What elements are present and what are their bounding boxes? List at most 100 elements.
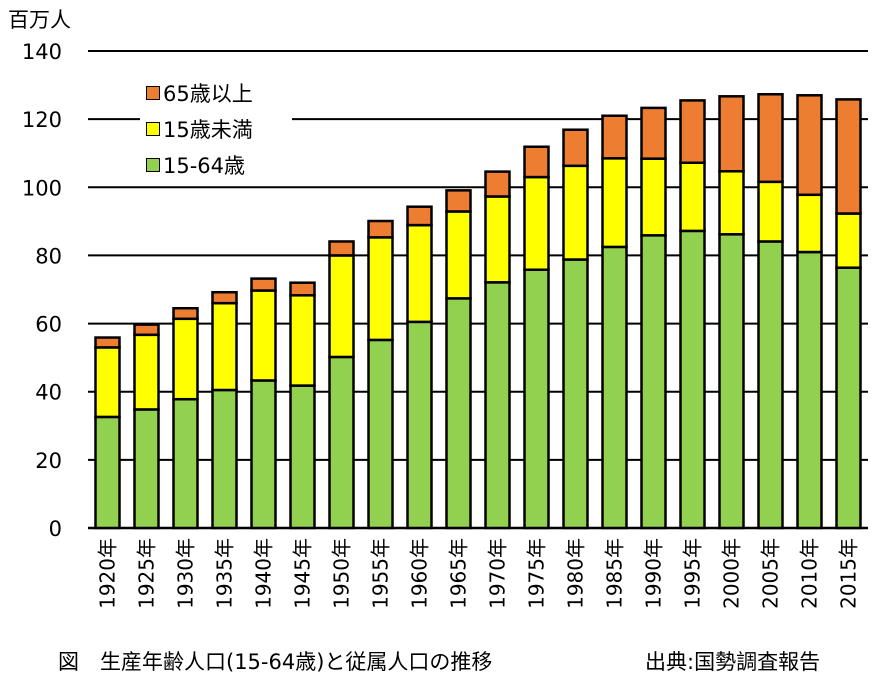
bar-segment — [718, 233, 745, 530]
bar-segment — [523, 268, 550, 530]
bar-segment — [367, 338, 394, 530]
bar-segment — [757, 93, 784, 184]
bar-segment — [289, 384, 316, 530]
y-tick-label: 140 — [22, 40, 62, 64]
bar-segment — [835, 98, 862, 215]
bar-segment — [211, 388, 238, 530]
x-tick-label: 2005年 — [759, 538, 783, 609]
bar-segment — [640, 157, 667, 237]
bar-segment — [367, 219, 394, 239]
bar-segment — [211, 301, 238, 392]
bar-segment — [640, 234, 667, 530]
x-tick-label: 1975年 — [525, 538, 549, 609]
x-tick-label: 1925年 — [135, 538, 159, 609]
bar-segment — [328, 355, 355, 530]
bar-segment — [211, 290, 238, 305]
source-note: 出典:国勢調査報告 — [645, 650, 821, 674]
bar-segment — [250, 277, 277, 292]
bar-segment — [562, 128, 589, 168]
x-tick-label: 1995年 — [681, 538, 705, 609]
legend: 65歳以上 15歳未満 15-64歳 — [140, 78, 292, 182]
bar-segment — [601, 245, 628, 530]
x-tick-label: 1930年 — [174, 538, 198, 609]
bar-segment — [94, 415, 121, 530]
x-tick-label: 1935年 — [213, 538, 237, 609]
legend-label: 65歳以上 — [163, 82, 253, 106]
x-tick-label: 1940年 — [252, 538, 276, 609]
x-tick-label: 1970年 — [486, 538, 510, 609]
bar-segment — [835, 212, 862, 269]
bar-segment — [484, 170, 511, 198]
y-tick-label: 60 — [35, 313, 62, 337]
bar-segment — [718, 95, 745, 173]
x-tick-label: 1955年 — [369, 538, 393, 609]
bar-segment — [757, 180, 784, 243]
bar-segment — [484, 195, 511, 284]
y-axis-unit-label: 百万人 — [8, 8, 71, 32]
bar-segment — [328, 240, 355, 257]
bar-segment — [679, 161, 706, 233]
legend-label: 15-64歳 — [163, 154, 246, 178]
bar-segment — [289, 294, 316, 387]
bar-segment — [250, 289, 277, 382]
bar-segment — [679, 229, 706, 530]
bar-segment — [328, 254, 355, 359]
bar-segment — [133, 333, 160, 411]
bar-segment — [796, 250, 823, 530]
y-tick-label: 120 — [22, 108, 62, 132]
bar-segment — [601, 157, 628, 249]
bar-segment — [133, 408, 160, 530]
bar-segment — [562, 164, 589, 261]
x-tick-label: 2015年 — [837, 538, 861, 609]
bar-segment — [484, 281, 511, 530]
bar-segment — [523, 175, 550, 271]
y-tick-label: 100 — [22, 176, 62, 200]
bar-segment — [562, 258, 589, 530]
bar-segment — [601, 114, 628, 160]
bar-segment — [835, 266, 862, 530]
x-tick-label: 1980年 — [564, 538, 588, 609]
bar-segment — [289, 281, 316, 297]
y-tick-label: 40 — [35, 381, 62, 405]
bar-segment — [250, 379, 277, 530]
bar-segment — [796, 193, 823, 254]
bar-segment — [679, 99, 706, 165]
bar-segment — [640, 106, 667, 160]
bar-segment — [406, 223, 433, 324]
legend-swatch-65-plus — [146, 86, 160, 100]
y-tick-label: 0 — [49, 517, 62, 541]
bar-segment — [406, 205, 433, 227]
bar-segment — [94, 346, 121, 419]
x-tick-label: 1965年 — [447, 538, 471, 609]
bar-segment — [445, 189, 472, 213]
x-tick-label: 1945年 — [291, 538, 315, 609]
bar-segment — [172, 397, 199, 530]
x-tick-label: 2000年 — [720, 538, 744, 609]
bar-segment — [796, 94, 823, 197]
bar-segment — [523, 145, 550, 179]
bar-segment — [445, 297, 472, 530]
legend-swatch-under-15 — [146, 122, 160, 136]
x-tick-label: 1960年 — [408, 538, 432, 609]
x-tick-label: 1950年 — [330, 538, 354, 609]
bar-segment — [367, 236, 394, 342]
x-tick-label: 2010年 — [798, 538, 822, 609]
legend-label: 15歳未満 — [163, 118, 253, 142]
bar-segment — [133, 323, 160, 337]
legend-item-65-plus: 65歳以上 — [146, 78, 253, 108]
y-tick-label: 80 — [35, 244, 62, 268]
x-tick-label: 1985年 — [603, 538, 627, 609]
x-tick-labels: 1920年 1925年 1930年 1935年 1940年 1945年 1950年 1955年… — [96, 538, 861, 609]
y-tick-label: 20 — [35, 449, 62, 473]
bar-segment — [94, 336, 121, 349]
bar-segment — [172, 306, 199, 321]
bar-segment — [445, 210, 472, 300]
legend-item-15-64: 15-64歳 — [146, 150, 245, 180]
bar-segment — [718, 170, 745, 236]
bars — [94, 93, 862, 530]
legend-swatch-15-64 — [146, 158, 160, 172]
bar-segment — [757, 240, 784, 530]
y-tick-labels: 0 20 40 60 80 100 120 140 — [22, 40, 62, 541]
bar-segment — [172, 317, 199, 401]
